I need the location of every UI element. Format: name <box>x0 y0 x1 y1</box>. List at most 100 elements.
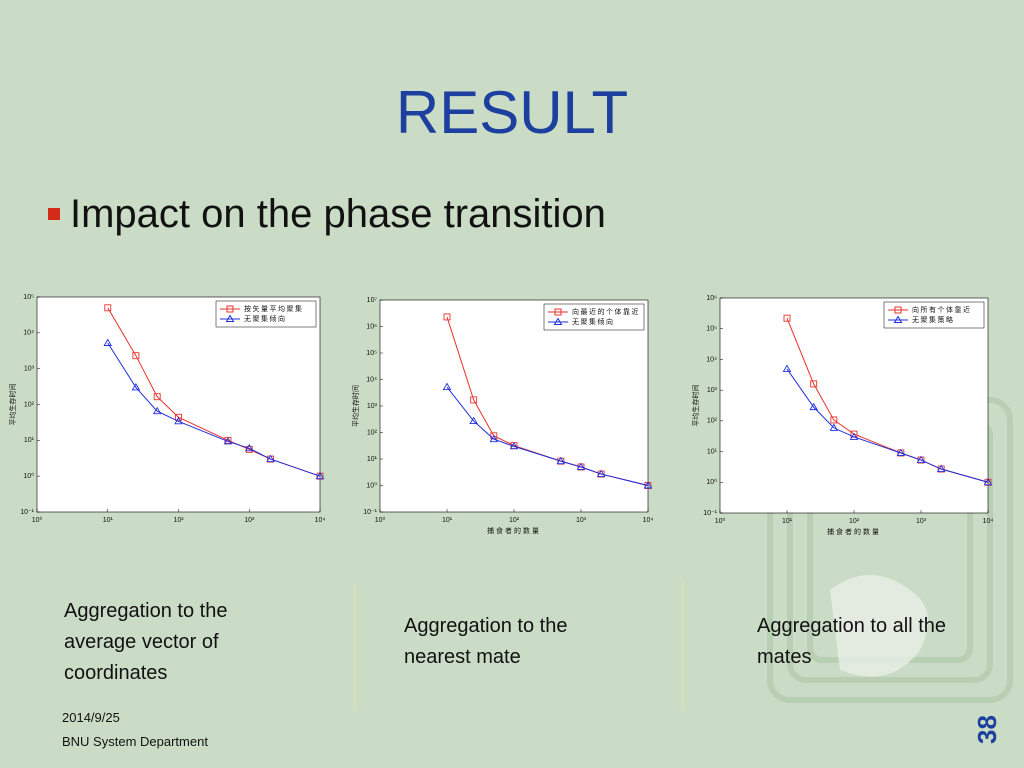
legend-label: 向所有个体靠近 <box>912 305 972 314</box>
y-tick-label: 10⁶ <box>706 295 717 302</box>
marker <box>442 382 452 390</box>
series-line <box>446 386 649 486</box>
plot-area <box>36 296 321 513</box>
marker <box>152 406 162 415</box>
y-tick-label: 10⁵ <box>366 350 377 357</box>
footer-department: BNU System Department <box>62 734 208 749</box>
x-axis-label: 捕食者的数量 <box>827 527 881 536</box>
x-tick-label: 10⁰ <box>715 517 726 525</box>
y-axis-label: 平均生存时间 <box>351 385 360 427</box>
marker <box>223 437 233 445</box>
y-tick-label: 10⁴ <box>366 376 377 383</box>
legend-marker <box>554 308 562 316</box>
x-tick-label: 10² <box>849 518 860 525</box>
caption: Aggregation to all the mates <box>757 615 947 668</box>
series-line <box>786 368 989 483</box>
marker <box>315 471 325 480</box>
y-tick-label: 10⁰ <box>706 478 717 486</box>
legend-box <box>883 301 985 329</box>
legend-label: 无聚集倾向 <box>572 317 615 326</box>
marker <box>131 383 141 391</box>
marker <box>896 448 906 456</box>
marker <box>810 380 818 388</box>
x-tick-label: 10³ <box>244 517 255 524</box>
x-tick-label: 10¹ <box>103 517 114 524</box>
marker <box>596 469 606 478</box>
x-tick-label: 10² <box>173 517 184 524</box>
footer-date: 2014/9/25 <box>62 710 120 725</box>
bullet-marker <box>48 208 60 220</box>
y-tick-label: 10⁻¹ <box>20 509 34 516</box>
x-tick-label: 10¹ <box>782 518 793 525</box>
marker <box>830 416 838 424</box>
marker <box>643 481 653 489</box>
marker <box>829 423 839 431</box>
y-tick-label: 10⁻¹ <box>363 509 377 516</box>
marker <box>266 454 275 463</box>
legend-label: 按矢量平均聚集 <box>244 304 304 313</box>
y-tick-label: 10⁵ <box>706 326 717 333</box>
legend-label: 无聚集策略 <box>912 315 955 324</box>
y-tick-label: 10³ <box>707 387 718 394</box>
marker <box>103 338 113 346</box>
x-axis-label: 捕食者的数量 <box>487 526 541 535</box>
marker <box>153 393 161 401</box>
marker <box>104 304 112 312</box>
x-tick-label: 10³ <box>576 517 587 524</box>
y-tick-label: 10⁵ <box>23 294 34 301</box>
caption: Aggregation to the nearest mate <box>404 615 568 668</box>
legend-marker <box>225 314 235 322</box>
y-tick-label: 10² <box>24 401 35 408</box>
y-tick-label: 10² <box>367 429 378 436</box>
legend-marker <box>893 315 903 323</box>
y-tick-label: 10¹ <box>367 456 378 463</box>
x-tick-label: 10¹ <box>442 517 453 524</box>
y-axis-label: 平均生存时间 <box>8 384 17 426</box>
x-tick-label: 10⁰ <box>375 516 386 524</box>
legend-box <box>543 303 645 331</box>
marker <box>443 313 451 321</box>
marker <box>489 434 499 443</box>
y-tick-label: 10³ <box>24 366 35 373</box>
y-tick-label: 10⁰ <box>366 481 377 489</box>
marker <box>983 477 993 486</box>
y-tick-label: 10¹ <box>24 437 35 444</box>
bullet-text: Impact on the phase transition <box>70 192 606 236</box>
x-tick-label: 10⁴ <box>643 517 654 524</box>
y-tick-label: 10² <box>707 418 718 425</box>
y-tick-label: 10⁶ <box>366 323 377 330</box>
y-tick-label: 10⁴ <box>23 330 34 337</box>
marker <box>576 462 586 470</box>
x-tick-label: 10² <box>509 517 520 524</box>
caption: Aggregation to the average vector of coo… <box>64 600 228 684</box>
marker <box>783 314 791 322</box>
marker <box>469 416 478 425</box>
plot-area <box>379 299 649 513</box>
marker <box>132 352 140 360</box>
marker <box>556 456 566 465</box>
marker <box>809 402 818 411</box>
plot-area <box>719 297 989 514</box>
slide-title: RESULT <box>395 79 629 146</box>
x-tick-label: 10³ <box>916 518 927 525</box>
y-tick-label: 10⁻¹ <box>703 510 717 517</box>
legend-label: 向最近的个体靠近 <box>572 307 640 316</box>
legend-box <box>215 300 317 328</box>
legend-label: 无聚集倾向 <box>244 314 287 323</box>
y-tick-label: 10⁷ <box>367 297 378 304</box>
legend-marker <box>553 317 563 325</box>
x-tick-label: 10⁴ <box>983 518 994 525</box>
y-axis-label: 平均生存时间 <box>691 385 700 427</box>
legend-marker <box>894 306 902 314</box>
x-tick-label: 10⁰ <box>32 516 43 524</box>
marker <box>936 464 946 472</box>
marker <box>916 455 926 463</box>
marker <box>174 416 183 425</box>
series-line <box>107 342 321 477</box>
marker <box>782 364 792 372</box>
marker <box>175 413 182 421</box>
marker <box>470 396 478 404</box>
marker <box>849 432 859 440</box>
